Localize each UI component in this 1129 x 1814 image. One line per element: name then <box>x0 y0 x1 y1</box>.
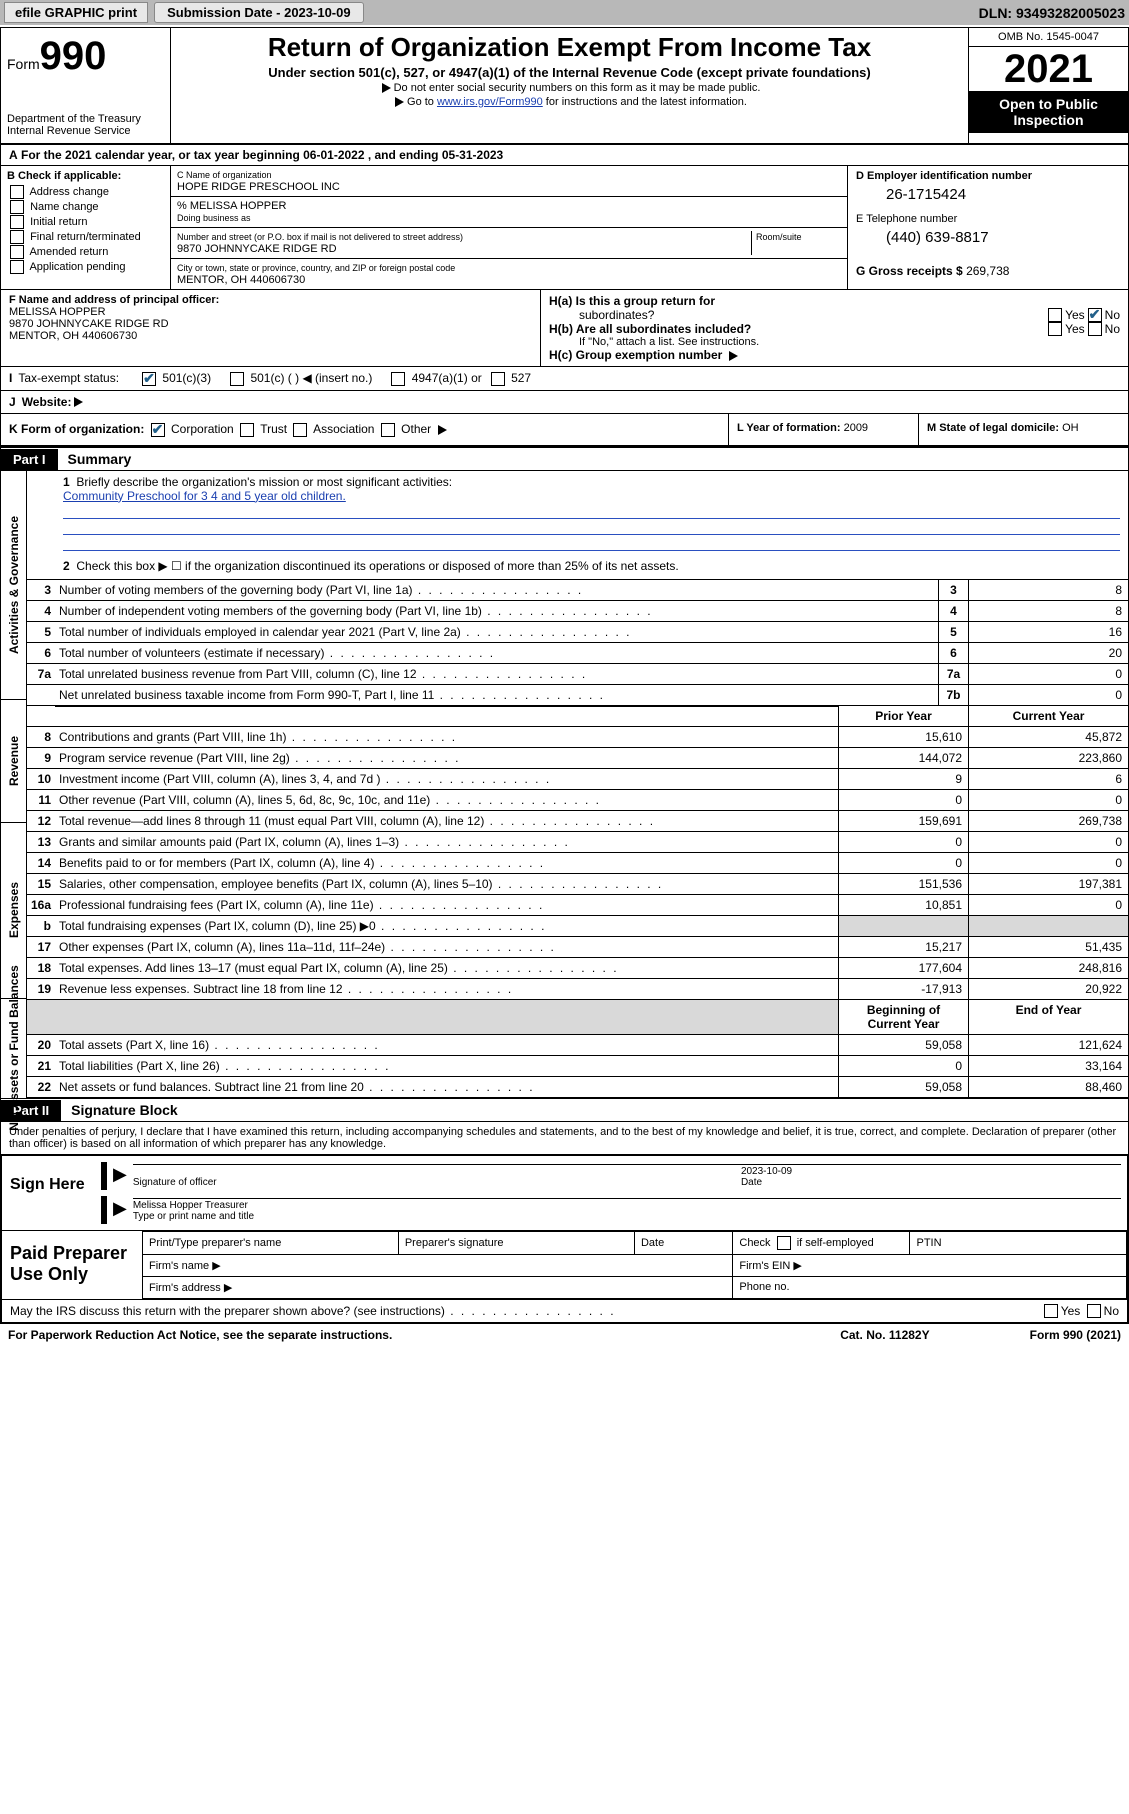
initial-return-checkbox[interactable] <box>10 215 24 229</box>
current-value: 248,816 <box>968 958 1128 978</box>
assoc-checkbox[interactable] <box>293 423 307 437</box>
city-state-zip: MENTOR, OH 440606730 <box>177 274 305 286</box>
form-subtitle: Under section 501(c), 527, or 4947(a)(1)… <box>179 65 960 80</box>
irs-label: Internal Revenue Service <box>7 125 164 137</box>
501c-checkbox[interactable] <box>230 372 244 386</box>
prior-value: 151,536 <box>838 874 968 894</box>
sign-here-label: Sign Here <box>2 1156 97 1230</box>
subs-yes[interactable] <box>1048 322 1062 336</box>
prior-value: 59,058 <box>838 1035 968 1055</box>
gov-value: 0 <box>968 685 1128 705</box>
part1-header: Part I <box>1 449 58 470</box>
other-checkbox[interactable] <box>381 423 395 437</box>
4947-checkbox[interactable] <box>391 372 405 386</box>
current-value: 20,922 <box>968 979 1128 999</box>
prior-value: 0 <box>838 790 968 810</box>
tax-year: 2021 <box>969 47 1128 91</box>
corp-checkbox[interactable] <box>151 423 165 437</box>
mission-text: Community Preschool for 3 4 and 5 year o… <box>63 489 1120 503</box>
gross-receipts: 269,738 <box>966 264 1009 278</box>
current-value: 0 <box>968 832 1128 852</box>
officer-name: MELISSA HOPPER <box>9 306 106 318</box>
current-value <box>968 916 1128 936</box>
form-id-cell: Form990 Department of the Treasury Inter… <box>1 28 171 143</box>
ein: 26-1715424 <box>856 182 1120 213</box>
topbar: efile GRAPHIC print Submission Date - 20… <box>0 0 1129 25</box>
gov-value: 16 <box>968 622 1128 642</box>
org-name: HOPE RIDGE PRESCHOOL INC <box>177 181 340 193</box>
prior-value: 0 <box>838 1056 968 1076</box>
prior-value: 159,691 <box>838 811 968 831</box>
paid-preparer-label: Paid Preparer Use Only <box>2 1231 142 1299</box>
cat-no: Cat. No. 11282Y <box>840 1328 929 1342</box>
prior-value: 0 <box>838 853 968 873</box>
check-applicable-col: B Check if applicable: Address change Na… <box>1 166 171 289</box>
address-change-checkbox[interactable] <box>10 185 24 199</box>
trust-checkbox[interactable] <box>240 423 254 437</box>
prior-value: -17,913 <box>838 979 968 999</box>
current-value: 51,435 <box>968 937 1128 957</box>
527-checkbox[interactable] <box>491 372 505 386</box>
prior-value: 177,604 <box>838 958 968 978</box>
current-value: 0 <box>968 895 1128 915</box>
efile-button[interactable]: efile GRAPHIC print <box>4 2 148 23</box>
omb-number: OMB No. 1545-0047 <box>969 28 1128 47</box>
current-value: 0 <box>968 790 1128 810</box>
prior-value: 9 <box>838 769 968 789</box>
prior-value: 15,217 <box>838 937 968 957</box>
501c3-checkbox[interactable] <box>142 372 156 386</box>
prior-value: 144,072 <box>838 748 968 768</box>
self-employed-checkbox[interactable] <box>777 1236 791 1250</box>
paperwork-notice: For Paperwork Reduction Act Notice, see … <box>8 1328 840 1342</box>
prior-value <box>838 916 968 936</box>
prior-value: 10,851 <box>838 895 968 915</box>
ssn-note: Do not enter social security numbers on … <box>394 82 761 94</box>
gov-value: 8 <box>968 580 1128 600</box>
instructions-link[interactable]: www.irs.gov/Form990 <box>437 96 543 108</box>
street-address: 9870 JOHNNYCAKE RIDGE RD <box>177 243 337 255</box>
application-pending-checkbox[interactable] <box>10 260 24 274</box>
discuss-no[interactable] <box>1087 1304 1101 1318</box>
current-value: 223,860 <box>968 748 1128 768</box>
year-formation: 2009 <box>844 422 868 434</box>
phone: (440) 639-8817 <box>856 225 1120 256</box>
current-value: 121,624 <box>968 1035 1128 1055</box>
dln-label: DLN: 93493282005023 <box>979 5 1125 21</box>
current-value: 197,381 <box>968 874 1128 894</box>
sign-date: 2023-10-09 <box>741 1166 792 1177</box>
gov-value: 8 <box>968 601 1128 621</box>
current-value: 33,164 <box>968 1056 1128 1076</box>
current-value: 0 <box>968 853 1128 873</box>
amended-return-checkbox[interactable] <box>10 245 24 259</box>
name-change-checkbox[interactable] <box>10 200 24 214</box>
gov-value: 20 <box>968 643 1128 663</box>
prior-value: 59,058 <box>838 1077 968 1097</box>
discuss-yes[interactable] <box>1044 1304 1058 1318</box>
group-return-no[interactable] <box>1088 308 1102 322</box>
line2-text: Check this box ▶ ☐ if the organization d… <box>76 559 678 573</box>
submission-date-pill: Submission Date - 2023-10-09 <box>154 2 364 23</box>
prior-value: 15,610 <box>838 727 968 747</box>
current-value: 6 <box>968 769 1128 789</box>
domicile-state: OH <box>1062 422 1079 434</box>
signer-name: Melissa Hopper Treasurer <box>133 1200 248 1211</box>
subs-no[interactable] <box>1088 322 1102 336</box>
gov-value: 0 <box>968 664 1128 684</box>
form-footer: Form 990 (2021) <box>1030 1328 1121 1342</box>
form-title: Return of Organization Exempt From Incom… <box>179 32 960 63</box>
perjury-statement: Under penalties of perjury, I declare th… <box>1 1122 1128 1154</box>
final-return-checkbox[interactable] <box>10 230 24 244</box>
tax-period: For the 2021 calendar year, or tax year … <box>21 148 503 162</box>
group-return-yes[interactable] <box>1048 308 1062 322</box>
paid-preparer-table: Print/Type preparer's namePreparer's sig… <box>142 1231 1127 1299</box>
current-value: 269,738 <box>968 811 1128 831</box>
care-of: % MELISSA HOPPER <box>177 200 286 212</box>
prior-value: 0 <box>838 832 968 852</box>
form-number: 990 <box>40 34 107 78</box>
current-value: 88,460 <box>968 1077 1128 1097</box>
dept-label: Department of the Treasury <box>7 113 164 125</box>
current-value: 45,872 <box>968 727 1128 747</box>
